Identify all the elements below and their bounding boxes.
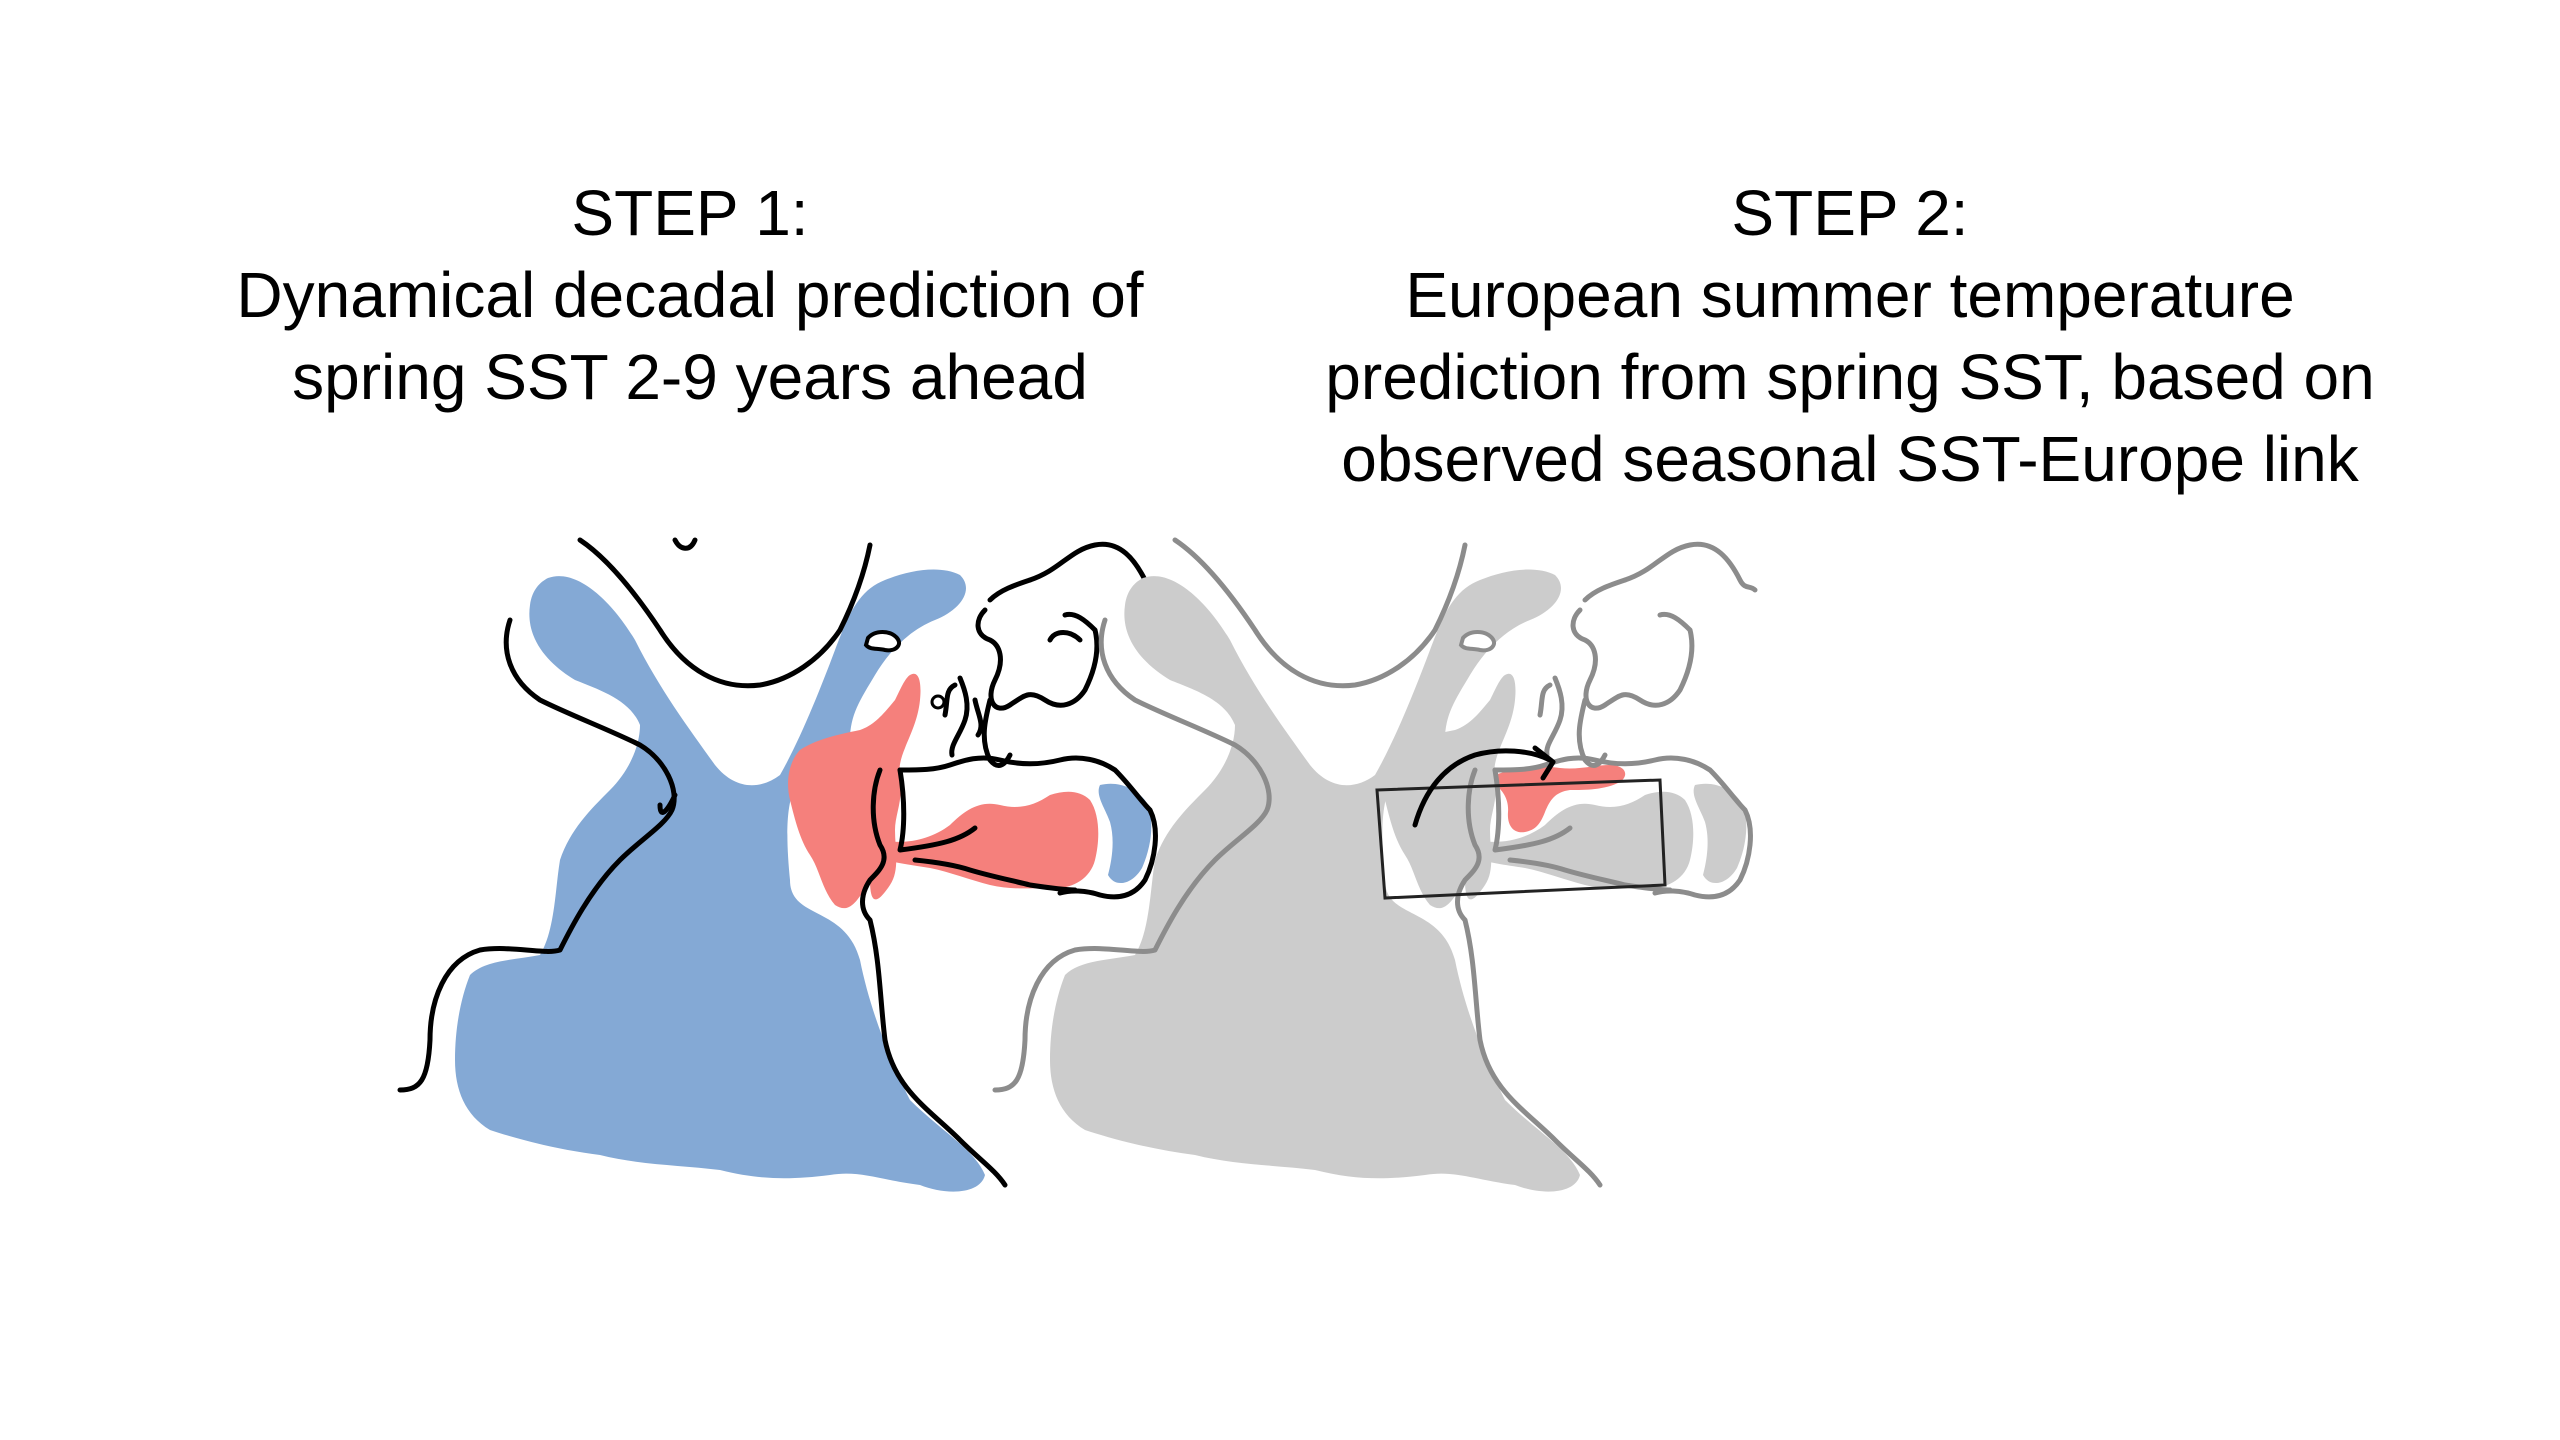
step2-line3: observed seasonal SST-Europe link <box>1341 423 2359 495</box>
step2-arrow-head-icon <box>1532 745 1556 781</box>
step2-map <box>992 537 1758 1192</box>
step1-iceland <box>863 630 902 653</box>
step2-faded-atlantic <box>1050 569 1580 1192</box>
step1-heading: STEP 1: <box>571 177 809 249</box>
step2-iceland <box>1458 630 1497 653</box>
step1-cold-anomaly-east <box>1098 783 1152 884</box>
step2-faded-east <box>1693 783 1747 884</box>
step2-link-arrow <box>1412 748 1553 828</box>
step2-heading: STEP 2: <box>1731 177 1969 249</box>
step1-small-island <box>930 694 946 710</box>
step1-coastlines <box>397 537 1163 1188</box>
step1-cold-anomaly-atlantic <box>455 569 985 1192</box>
step2-europe-box <box>1375 778 1667 900</box>
step1-line1: Dynamical decadal prediction of <box>236 259 1144 331</box>
step1-line2: spring SST 2-9 years ahead <box>292 341 1088 413</box>
step2-line1: European summer temperature <box>1405 259 2295 331</box>
step2-line2: prediction from spring SST, based on <box>1325 341 2375 413</box>
step2-title: STEP 2: European summer temperature pred… <box>1280 172 2420 500</box>
step1-title: STEP 1: Dynamical decadal prediction of … <box>120 172 1260 418</box>
step2-coastlines <box>992 537 1758 1188</box>
